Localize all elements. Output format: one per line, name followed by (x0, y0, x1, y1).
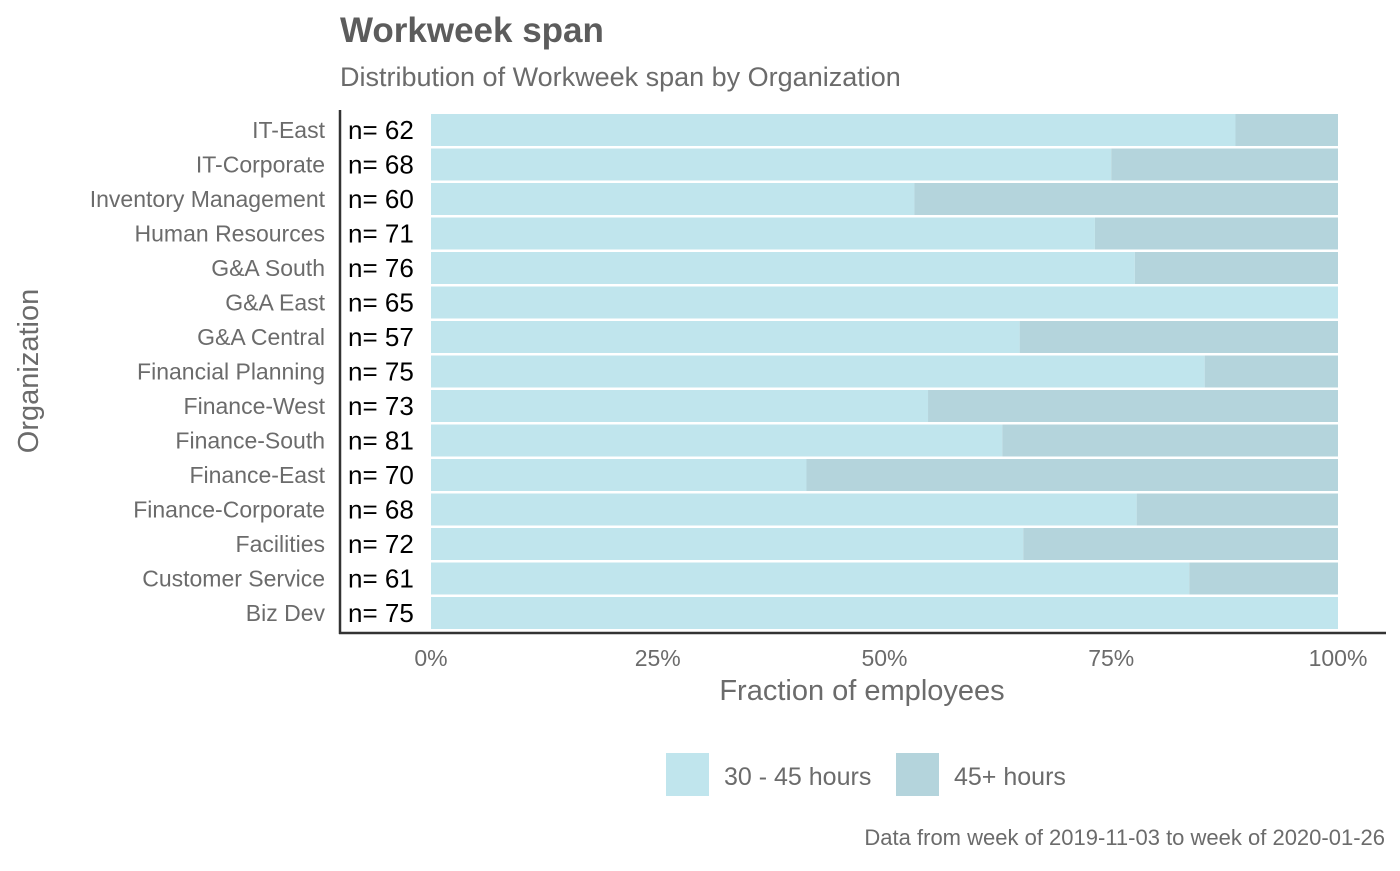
bar-segment (1094, 217, 1338, 250)
y-tick-label: G&A East (225, 290, 325, 316)
legend: 30 - 45 hours 45+ hours (666, 753, 1066, 796)
bar-segment (806, 459, 1338, 491)
n-label: n= 60 (348, 184, 414, 214)
bar-segment (431, 562, 1190, 595)
y-tick-label: G&A South (211, 255, 325, 281)
x-tick-label: 25% (635, 645, 681, 671)
bar-segment (1023, 528, 1338, 560)
bar-segment (431, 286, 1338, 319)
n-label: n= 75 (348, 598, 414, 628)
bar-segment (431, 390, 929, 422)
x-tick-label: 75% (1088, 645, 1134, 671)
n-label: n= 72 (348, 529, 414, 559)
y-tick-label: IT-Corporate (196, 152, 325, 178)
n-label: n= 68 (348, 150, 414, 180)
legend-label: 45+ hours (954, 763, 1066, 791)
bar-segment (928, 390, 1338, 422)
y-tick-label: IT-East (252, 117, 325, 143)
bar-segment (431, 355, 1205, 388)
bar-segment (431, 148, 1112, 181)
bar-segment (1189, 562, 1338, 595)
n-label: n= 75 (348, 357, 414, 387)
bar-segment (1111, 148, 1338, 181)
n-label: n= 70 (348, 460, 414, 490)
bar-segment (1204, 355, 1338, 388)
n-label: n= 68 (348, 495, 414, 525)
bar-segment (914, 183, 1338, 215)
chart-subtitle: Distribution of Workweek span by Organiz… (340, 62, 901, 92)
bar-segment (431, 183, 915, 215)
y-tick-label: Human Resources (135, 221, 325, 247)
x-tick-label: 50% (861, 645, 907, 671)
chart-title: Workweek span (340, 11, 604, 50)
y-tick-label: Finance-South (175, 428, 325, 454)
bar-segment (431, 459, 807, 491)
n-label: n= 71 (348, 219, 414, 249)
y-tick-label: Facilities (236, 531, 325, 557)
x-tick-label: 0% (414, 645, 447, 671)
chart-caption: Data from week of 2019-11-03 to week of … (864, 825, 1385, 850)
y-axis-title: Organization (13, 289, 45, 453)
bar-segment (431, 597, 1338, 629)
x-axis-title: Fraction of employees (719, 675, 1004, 707)
bar-segment (1136, 493, 1338, 526)
y-tick-label: Finance-West (184, 393, 326, 419)
y-tick-label: Customer Service (142, 566, 325, 592)
n-label: n= 73 (348, 391, 414, 421)
n-labels-layer: n= 62 n= 68 n= 60 n= 71 n= 76 n= 65 n= 57 n= 75… (348, 115, 414, 628)
n-label: n= 65 (348, 288, 414, 318)
n-label: n= 61 (348, 564, 414, 594)
x-tick-labels: 0% 25% 50% 75% 100% (414, 645, 1367, 671)
bar-segment (431, 528, 1024, 560)
bar-segment (1235, 114, 1338, 146)
n-label: n= 62 (348, 115, 414, 145)
bar-segment (431, 114, 1236, 146)
bar-segment (1019, 321, 1338, 353)
legend-label: 30 - 45 hours (724, 763, 871, 791)
bar-segment (1002, 424, 1338, 457)
y-tick-label: Finance-East (189, 462, 325, 488)
legend-swatch (896, 753, 939, 796)
n-label: n= 81 (348, 426, 414, 456)
y-tick-label: Finance-Corporate (133, 497, 325, 523)
bar-segment (431, 252, 1135, 284)
y-tick-label: G&A Central (197, 324, 325, 350)
legend-swatch (666, 753, 709, 796)
n-label: n= 57 (348, 322, 414, 352)
y-tick-label: Financial Planning (137, 359, 325, 385)
x-tick-label: 100% (1309, 645, 1368, 671)
bar-segment (431, 424, 1003, 457)
bar-segment (431, 493, 1137, 526)
bars-layer (431, 114, 1338, 629)
bar-segment (431, 217, 1095, 250)
y-tick-labels: IT-East IT-Corporate Inventory Management H… (90, 117, 326, 626)
bar-segment (1134, 252, 1338, 284)
n-label: n= 76 (348, 253, 414, 283)
y-tick-label: Biz Dev (246, 600, 326, 626)
bar-segment (431, 321, 1020, 353)
y-tick-label: Inventory Management (90, 186, 326, 212)
